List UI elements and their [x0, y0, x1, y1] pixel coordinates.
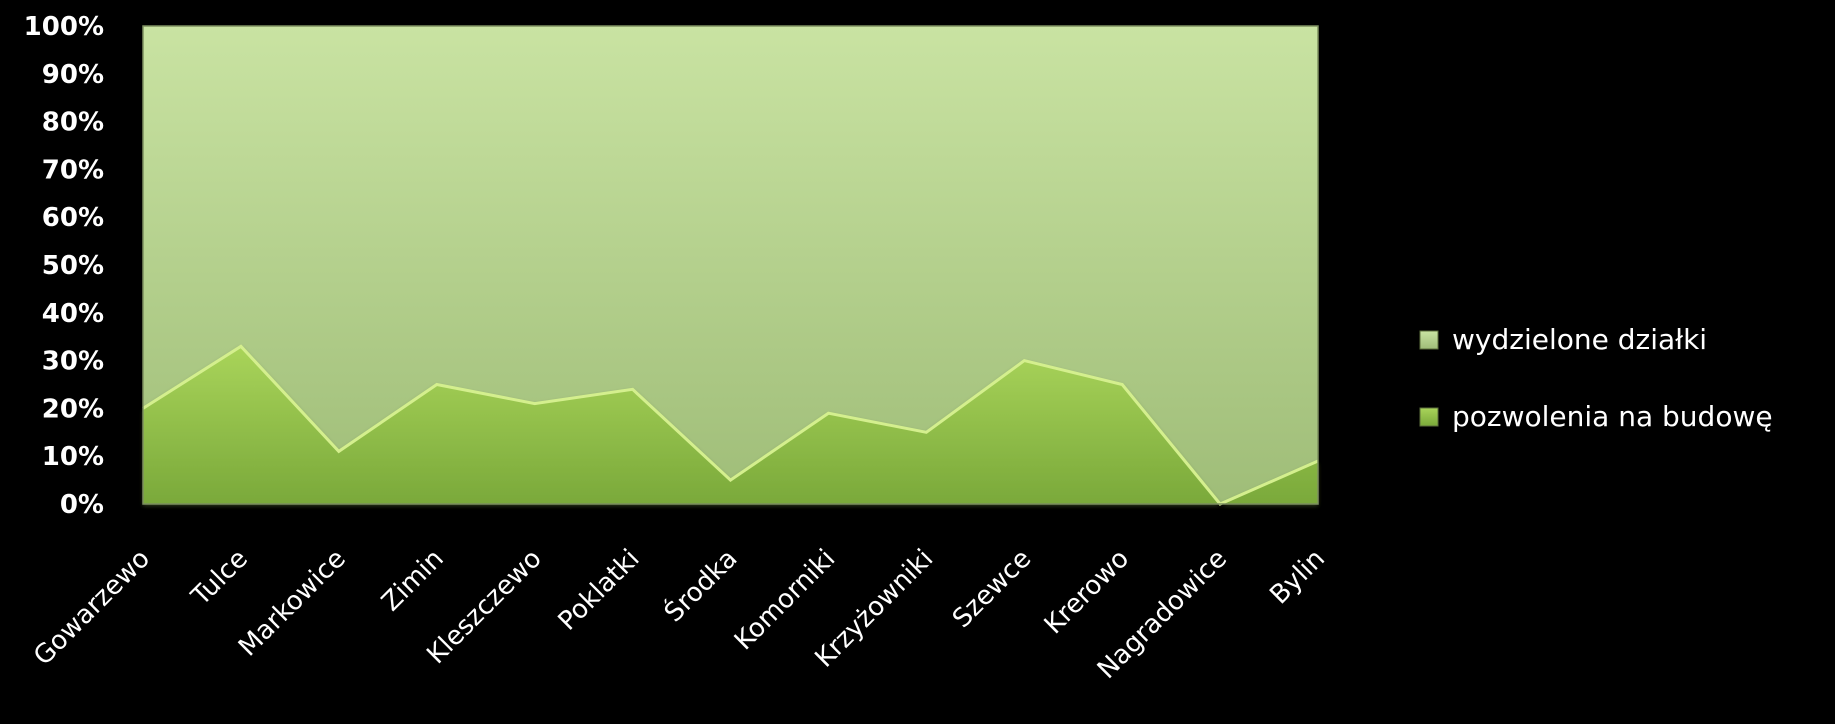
x-tick-label: Poklatki — [553, 544, 646, 637]
x-tick-label: Zimin — [376, 544, 450, 618]
y-tick-label: 20% — [42, 394, 104, 424]
legend-swatch — [1419, 330, 1439, 350]
x-tick-label: Markowice — [233, 544, 352, 663]
legend-label: pozwolenia na budowę — [1452, 400, 1773, 433]
y-tick-label: 90% — [42, 60, 104, 90]
x-tick-label: Środka — [657, 542, 743, 628]
plot-border — [142, 25, 1319, 505]
y-tick-label: 10% — [42, 442, 104, 472]
x-tick-label: Gowarzewo — [28, 544, 156, 672]
y-axis: 0% 10% 20% 30% 40% 50% 60% 70% 80% 90% 100% — [24, 12, 104, 520]
x-tick-label: Bylin — [1264, 544, 1331, 611]
x-tick-label: Szewce — [947, 544, 1037, 634]
area-boundary-line — [142, 344, 1319, 506]
legend-label: wydzielone działki — [1452, 323, 1707, 356]
y-tick-label: 100% — [24, 12, 104, 42]
y-tick-label: 60% — [42, 203, 104, 233]
y-tick-label: 80% — [42, 108, 104, 138]
legend: wydzielone działki pozwolenia na budowę — [1419, 323, 1773, 433]
y-tick-label: 0% — [60, 490, 104, 520]
y-tick-label: 30% — [42, 347, 104, 377]
y-tick-label: 40% — [42, 299, 104, 329]
y-tick-label: 70% — [42, 155, 104, 185]
x-tick-label: Tulce — [185, 544, 254, 613]
x-tick-label: Krerowo — [1039, 544, 1135, 640]
legend-swatch — [1419, 407, 1439, 427]
plot-area — [142, 25, 1319, 506]
y-tick-label: 50% — [42, 251, 104, 281]
